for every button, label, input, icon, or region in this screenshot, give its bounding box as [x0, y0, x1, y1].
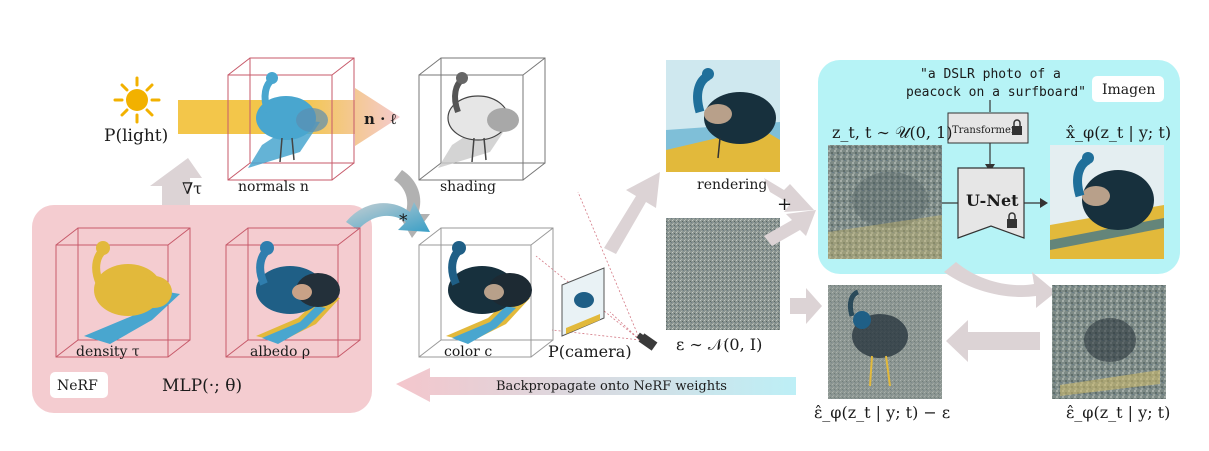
rendering-image [666, 60, 780, 172]
normals-label: normals n [238, 179, 309, 195]
prompt-line-2: peacock on a surfboard" [906, 85, 1086, 100]
xhat-label: x̂_φ(z_t | y; t) [1066, 123, 1171, 142]
rendering-label: rendering [697, 177, 767, 193]
light-label: P(light) [104, 126, 168, 146]
color-peacock [446, 241, 532, 344]
camera-icon [636, 332, 658, 351]
noise-label: ε ∼ 𝒩(0, I) [676, 335, 762, 354]
shading-label: shading [440, 179, 496, 195]
color-cube [418, 227, 554, 358]
color-label: color c [444, 344, 492, 360]
albedo-to-color-arrow [346, 202, 430, 232]
imagen-to-eps-arrow [944, 262, 1056, 308]
nerf-panel [32, 205, 372, 413]
albedo-cube [225, 227, 361, 358]
backprop-label: Backpropagate onto NeRF weights [496, 379, 727, 394]
mlp-label: MLP(·; θ) [162, 376, 242, 396]
gradient-label: ∇τ [182, 179, 202, 198]
gradient-arrow [150, 158, 202, 205]
nerf-badge: NeRF [57, 378, 98, 394]
unet-lock-icon [1007, 212, 1017, 228]
unet-label: U-Net [966, 191, 1019, 210]
noise-to-zt-arrow [764, 210, 816, 246]
multiply-symbol: * [399, 211, 408, 231]
imagen-badge: Imagen [1102, 82, 1155, 98]
backprop-arrow [396, 368, 796, 402]
nerf-badge-box [50, 372, 108, 398]
density-peacock [84, 241, 180, 344]
prompt-line-1: "a DSLR photo of a [920, 67, 1061, 82]
camera-label: P(camera) [548, 342, 632, 361]
shading-peacock [438, 72, 519, 168]
zt-label: z_t, t ∼ 𝒰(0, 1) [832, 123, 952, 142]
unet-to-xhat-arrowhead [1040, 198, 1048, 208]
xhat-image [1050, 145, 1164, 259]
eps-diff-label: ε̂_φ(z_t | y; t) − ε [814, 403, 950, 422]
normals-cube [227, 57, 355, 181]
dot-product-label: n · ℓ [364, 110, 397, 128]
noise-image [666, 218, 780, 330]
normals-peacock [248, 72, 328, 168]
albedo-label: albedo ρ [250, 344, 310, 360]
albedo-peacock [256, 241, 340, 344]
noise-to-diff-arrow [790, 288, 822, 324]
rendering-to-zt-arrow [764, 178, 814, 212]
shading-cube [418, 57, 546, 181]
color-to-rendering-arrow [604, 172, 660, 254]
transformer-lock-icon [1012, 119, 1022, 135]
eps-diff-image [828, 285, 942, 399]
density-label: density τ [76, 344, 140, 360]
imagen-badge-box [1092, 76, 1164, 102]
eps-to-diff-arrow [946, 320, 1040, 362]
zt-noisy-image [828, 145, 942, 259]
eps-hat-label: ε̂_φ(z_t | y; t) [1066, 403, 1170, 422]
sun-icon [113, 76, 161, 124]
plus-symbol: + [777, 194, 792, 215]
camera-image-plane [561, 267, 605, 337]
transformer-label: Transformer [952, 125, 1016, 136]
eps-hat-image [1052, 285, 1166, 399]
